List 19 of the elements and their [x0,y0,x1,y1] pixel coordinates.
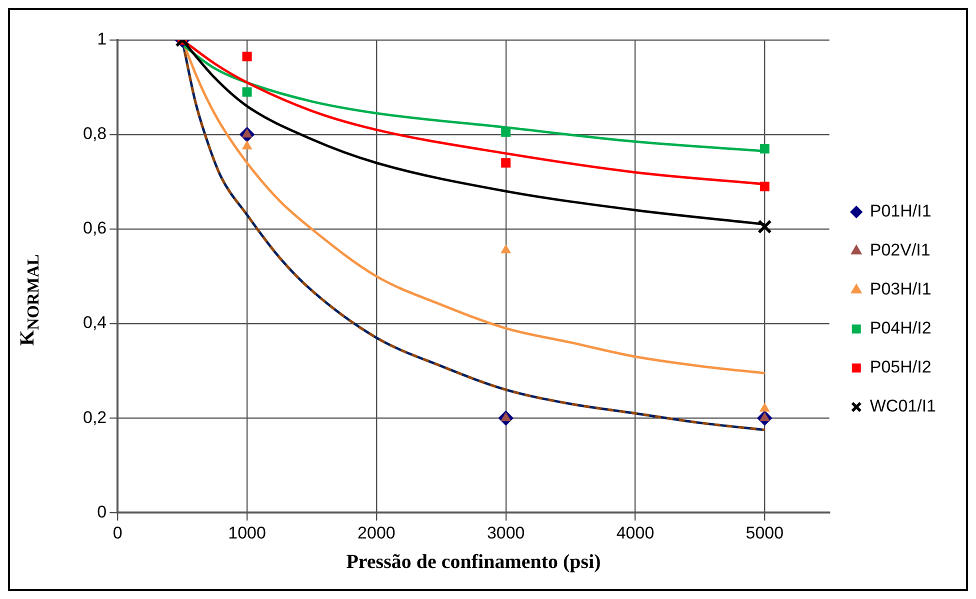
x-tick-label: 0 [112,523,122,542]
legend-label: P05H/I2 [870,358,932,377]
y-tick-label: 0 [97,502,107,522]
legend-label: P03H/I1 [870,280,932,299]
legend-label: P01H/I1 [870,202,932,221]
y-tick-label: 0,6 [82,218,107,238]
legend-label: P04H/I2 [870,318,932,338]
y-tick-label: 1 [97,30,107,49]
x-tick-label: 2000 [358,523,396,542]
legend-label: WC01/I1 [870,396,936,416]
x-tick-label: 5000 [746,523,784,542]
legend-label: P02V/I1 [870,240,930,260]
y-tick-label: 0,4 [82,313,107,332]
x-tick-label: 4000 [616,523,654,542]
x-axis-title: Pressão de confinamento (psi) [346,551,601,574]
x-tick-label: 3000 [486,523,525,542]
y-tick-label: 0,8 [82,124,107,144]
y-tick-label: 0,2 [82,408,107,427]
x-tick-label: 1000 [228,523,266,542]
